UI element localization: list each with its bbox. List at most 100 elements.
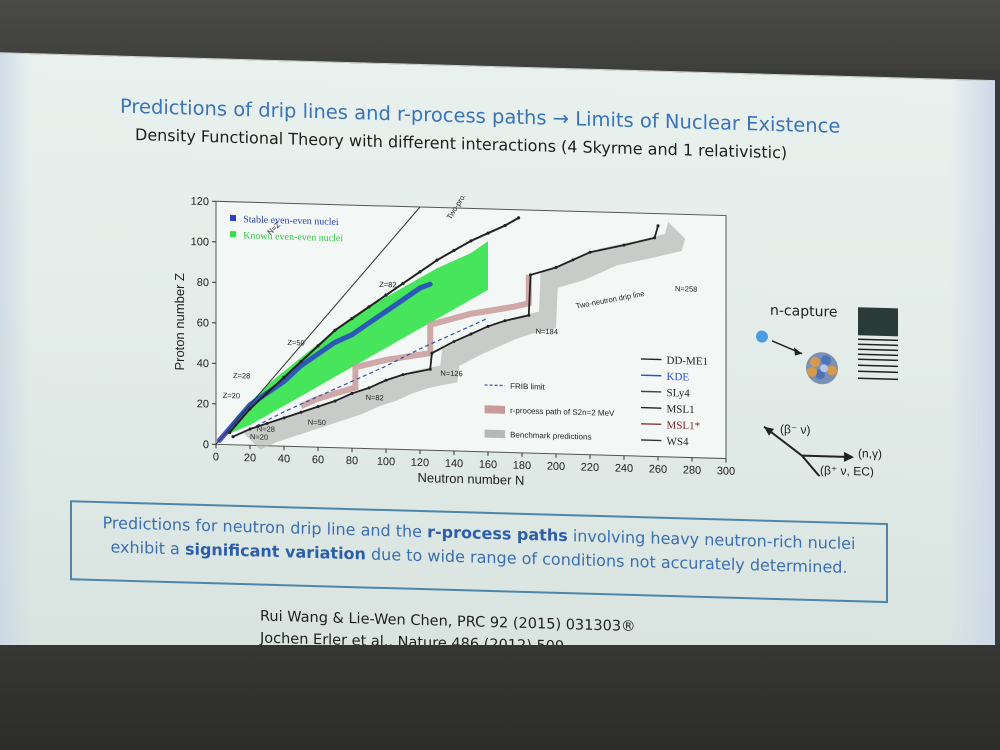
two-neutron-drip-point	[248, 427, 252, 431]
two-proton-drip-point	[265, 391, 269, 395]
r-process-path	[299, 274, 532, 409]
callout-bold-2: significant variation	[184, 539, 366, 564]
n-capture-diagram: (β⁻ ν) (n,γ) (β⁺ ν, EC)	[756, 307, 898, 480]
two-neutron-drip-point	[231, 435, 235, 439]
two-neutron-drip-point	[265, 421, 269, 425]
two-proton-drip-point	[299, 360, 303, 364]
two-neutron-drip-point	[486, 324, 490, 328]
two-neutron-drip-point	[333, 399, 337, 403]
callout-text-1: Predictions for neutron drip line and th…	[102, 513, 428, 542]
chart-annotation: N=126	[440, 369, 462, 379]
decay-arrows-icon	[763, 425, 854, 480]
x-tick-label: 180	[513, 460, 531, 473]
chart-annotation: N=20	[250, 432, 268, 442]
two-proton-drip-point	[367, 305, 371, 309]
two-proton-drip-point	[282, 375, 286, 379]
x-tick-label: 220	[581, 462, 599, 475]
chart-annotation: Z=82	[379, 280, 396, 289]
two-neutron-drip-point	[367, 386, 371, 390]
two-proton-drip-point	[248, 407, 252, 411]
chart-annotation: Z=50	[287, 338, 304, 347]
nucleus-icon	[806, 352, 838, 385]
two-proton-drip-point	[469, 239, 473, 243]
conclusion-callout: Predictions for neutron drip line and th…	[70, 500, 888, 604]
legend-marker-stable	[230, 214, 236, 222]
nuclear-chart-svg: 0 20 40 60 80 100 120 140 160 180 200 220 240 260 280 3…	[172, 188, 735, 488]
y-axis-label: Proton number Z	[172, 273, 187, 371]
chart-annotation: N=184	[536, 327, 558, 337]
chart-annotation: N=82	[366, 393, 384, 403]
y-tick-label: 0	[203, 439, 209, 451]
callout-text-2: involving heavy neutron-rich nuclei	[567, 526, 856, 554]
callout-text-3: exhibit a	[110, 537, 185, 559]
two-proton-drip-point	[350, 316, 354, 321]
chart-annotation: N=28	[257, 424, 275, 434]
two-neutron-drip-point	[316, 405, 320, 409]
background-wall-bottom	[0, 645, 1000, 750]
y-tick-label: 20	[197, 398, 209, 410]
x-tick-label: 40	[278, 453, 290, 465]
legend-label-benchmark: Benchmark predictions	[510, 430, 591, 441]
legend-marker-benchmark	[484, 429, 506, 439]
x-tick-label: 140	[445, 458, 463, 471]
y-tick-label: 60	[197, 317, 209, 329]
two-neutron-drip-point	[653, 236, 657, 240]
capture-arrow-head	[794, 347, 802, 356]
two-proton-drip-point	[452, 248, 456, 253]
legend-label-model: MSL1	[667, 403, 695, 416]
two-proton-drip-point	[401, 281, 405, 286]
beta-plus-label: (β⁺ ν, EC)	[820, 463, 874, 479]
two-proton-drip-point	[435, 258, 439, 262]
two-neutron-drip-point	[430, 351, 434, 355]
y-tick-label: 40	[197, 358, 209, 370]
two-neutron-drip-point	[469, 332, 473, 336]
legend-label-model: DD-ME1	[667, 355, 709, 368]
legend-label-frib: FRIB limit	[510, 382, 545, 392]
two-neutron-drip-point	[554, 266, 558, 270]
two-neutron-drip-point	[384, 378, 388, 382]
x-tick-label: 300	[717, 465, 735, 478]
chart-annotation: Z=20	[223, 391, 240, 400]
two-neutron-drip-point	[529, 273, 532, 277]
nuclear-chart: 0 20 40 60 80 100 120 140 160 180 200 220 240 260 280 3…	[168, 188, 738, 504]
x-tick-label: 20	[244, 452, 256, 464]
x-tick-label: 240	[615, 462, 633, 475]
two-neutron-drip-point	[282, 416, 286, 420]
n-gamma-label: (n,γ)	[858, 446, 882, 461]
presentation-slide: Predictions of drip lines and r-process …	[0, 52, 995, 682]
energy-levels-icon	[858, 307, 898, 381]
two-proton-drip-point	[486, 231, 490, 235]
stable-nuclei-valley	[216, 281, 433, 443]
legend-label-stable: Stable even-even nuclei	[243, 214, 339, 228]
two-proton-drip-line	[228, 216, 520, 434]
two-neutron-drip-point	[571, 258, 575, 262]
legend-marker-model	[641, 439, 662, 442]
x-tick-label: 100	[377, 456, 395, 469]
known-nuclei-region	[222, 241, 488, 437]
two-proton-drip-point	[384, 293, 388, 297]
two-proton-drip-point	[333, 328, 337, 332]
x-tick-label: 260	[649, 463, 667, 476]
legend-label-model: WS4	[667, 436, 689, 449]
two-neutron-drip-point	[401, 373, 405, 377]
legend-marker-known	[230, 231, 236, 238]
legend-marker-frib	[484, 384, 505, 387]
two-neutron-drip-point	[452, 340, 456, 344]
slide-right-accent	[950, 79, 995, 682]
callout-bold-1: r-process paths	[427, 522, 568, 546]
legend-label-known: Known even-even nuclei	[243, 230, 343, 244]
y-tick-label: 100	[191, 236, 209, 249]
chart-annotation: N=258	[675, 284, 697, 294]
legend-marker-model	[641, 406, 662, 409]
legend-marker-model	[641, 374, 662, 377]
slide-left-accent	[0, 53, 30, 655]
two-neutron-drip-point	[350, 391, 354, 395]
y-tick-label: 120	[191, 196, 209, 209]
legend-label-model: MSL1*	[667, 419, 701, 432]
two-neutron-drip-point	[428, 367, 432, 371]
x-tick-label: 160	[479, 459, 497, 472]
neutron-icon	[756, 330, 768, 343]
two-neutron-drip-point	[656, 224, 660, 228]
x-tick-label: 0	[213, 451, 219, 463]
beta-minus-label: (β⁻ ν)	[780, 422, 811, 437]
